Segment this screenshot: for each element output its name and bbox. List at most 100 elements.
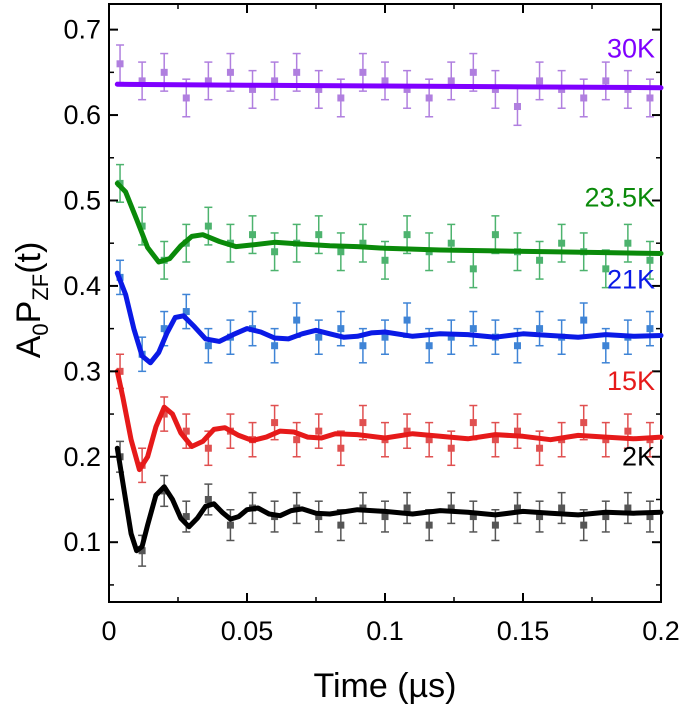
data-point <box>293 68 301 76</box>
series-2K <box>114 440 664 567</box>
data-point <box>315 427 323 435</box>
series-label: 30K <box>607 34 655 64</box>
fit-curve <box>114 445 664 554</box>
data-point <box>536 77 544 85</box>
data-point <box>271 248 279 256</box>
y-axis-title-subzf: ZF <box>28 274 53 301</box>
data-point <box>469 265 477 273</box>
data-point <box>558 504 566 512</box>
data-point <box>337 325 345 333</box>
data-point <box>646 256 654 264</box>
data-point <box>160 68 168 76</box>
data-point <box>315 513 323 521</box>
data-point <box>403 316 411 324</box>
data-point <box>447 77 455 85</box>
x-tick-label: 0.15 <box>497 616 550 646</box>
series-label: 15K <box>607 366 655 396</box>
y-axis-title-tail: (t) <box>10 242 48 274</box>
data-point <box>469 325 477 333</box>
x-tick-label: 0.2 <box>642 616 680 646</box>
data-point <box>403 85 411 93</box>
y-tick-label: 0.6 <box>63 100 101 130</box>
data-point <box>491 436 499 444</box>
data-point <box>646 94 654 102</box>
data-point <box>447 239 455 247</box>
series-label: 23.5K <box>584 182 655 212</box>
y-tick-label: 0.5 <box>63 185 101 215</box>
data-point <box>204 222 212 230</box>
series-label: 21K <box>607 264 655 294</box>
data-point <box>315 333 323 341</box>
data-point <box>536 325 544 333</box>
data-point <box>491 231 499 239</box>
data-point <box>293 436 301 444</box>
data-point <box>226 68 234 76</box>
data-point <box>425 521 433 529</box>
series-labels: 30K 23.5K 21K 15K 2K <box>584 34 655 472</box>
data-point <box>403 504 411 512</box>
data-point <box>580 521 588 529</box>
data-point <box>182 427 190 435</box>
data-point <box>249 85 257 93</box>
data-point <box>337 521 345 529</box>
data-point <box>403 427 411 435</box>
data-point <box>359 419 367 427</box>
y-tick-label: 0.4 <box>63 271 101 301</box>
data-point <box>447 504 455 512</box>
data-point <box>315 231 323 239</box>
data-point <box>359 342 367 350</box>
data-point <box>513 427 521 435</box>
data-point <box>469 419 477 427</box>
data-point <box>403 231 411 239</box>
data-point <box>271 342 279 350</box>
data-point <box>447 444 455 452</box>
data-point <box>558 239 566 247</box>
fit-curve <box>114 368 664 473</box>
data-point <box>182 94 190 102</box>
data-point <box>580 419 588 427</box>
data-point <box>359 239 367 247</box>
data-point <box>536 513 544 521</box>
data-point <box>249 231 257 239</box>
data-point <box>116 367 124 375</box>
y-axis-title-sub0: 0 <box>28 323 53 335</box>
data-point <box>580 316 588 324</box>
data-point <box>602 265 610 273</box>
chart-marks <box>114 44 664 567</box>
fit-curve <box>114 270 664 366</box>
data-point <box>359 68 367 76</box>
data-point <box>381 256 389 264</box>
data-point <box>469 68 477 76</box>
data-point <box>513 342 521 350</box>
data-point <box>602 342 610 350</box>
data-point <box>160 410 168 418</box>
data-point <box>204 444 212 452</box>
data-point <box>536 444 544 452</box>
data-point <box>624 504 632 512</box>
series-label: 2K <box>622 441 655 471</box>
data-point <box>491 521 499 529</box>
data-point <box>160 325 168 333</box>
data-point <box>138 77 146 85</box>
data-point <box>602 77 610 85</box>
y-tick-label: 0.1 <box>63 527 101 557</box>
data-point <box>204 495 212 503</box>
data-point <box>381 513 389 521</box>
series-30K <box>114 44 664 127</box>
data-point <box>536 256 544 264</box>
fit-curve <box>114 180 664 265</box>
data-point <box>271 77 279 85</box>
data-point <box>138 222 146 230</box>
data-point <box>204 77 212 85</box>
y-tick-label: 0.3 <box>63 356 101 386</box>
x-axis-title: Time (µs) <box>314 667 457 705</box>
data-point <box>513 504 521 512</box>
data-point <box>469 513 477 521</box>
data-point <box>271 419 279 427</box>
data-point <box>425 94 433 102</box>
data-point <box>602 436 610 444</box>
data-point <box>602 513 610 521</box>
data-point <box>491 85 499 93</box>
data-point <box>646 325 654 333</box>
